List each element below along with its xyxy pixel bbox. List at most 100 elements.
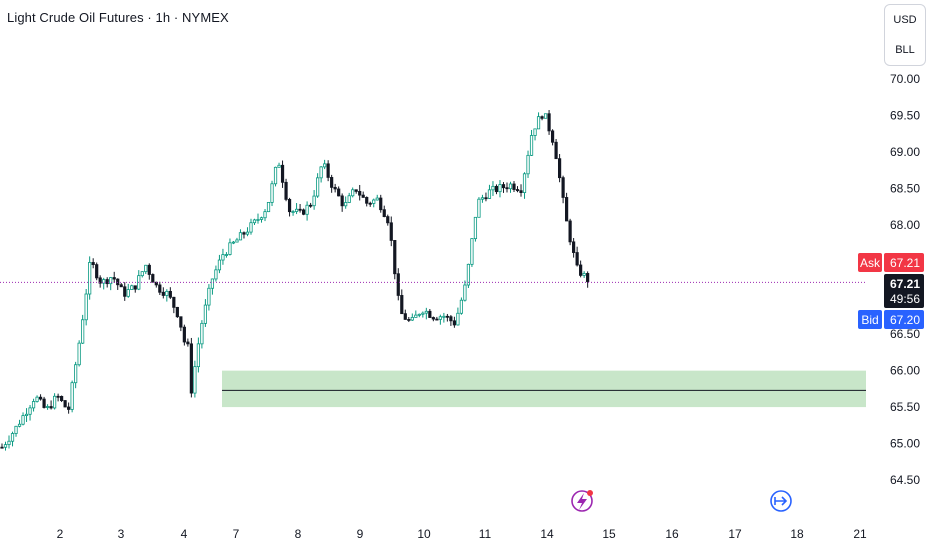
candle: [256, 213, 260, 224]
y-tick-label: 65.00: [890, 437, 920, 451]
candle: [123, 282, 127, 301]
candle: [88, 256, 92, 300]
candle: [102, 277, 106, 290]
candle: [459, 297, 464, 315]
candle: [231, 240, 236, 245]
lightning-icon[interactable]: [571, 490, 593, 512]
y-tick-label: 68.00: [890, 218, 920, 232]
last-price-value: 67.21: [890, 277, 920, 291]
x-tick-label: 4: [181, 527, 188, 541]
candle: [410, 313, 414, 322]
candle: [42, 396, 46, 409]
candle: [284, 178, 288, 202]
goto-realtime-icon[interactable]: [770, 490, 792, 512]
candles: [0, 110, 590, 451]
x-axis[interactable]: 2 3 4 7 8 9 10 11 14 15 16 17 18 21: [57, 527, 867, 541]
candle: [259, 216, 264, 223]
ask-tag: Ask 67.21: [858, 253, 924, 272]
candle: [105, 277, 109, 288]
x-tick-label: 18: [790, 527, 804, 541]
candle: [452, 316, 456, 328]
candle: [389, 216, 393, 247]
candle: [340, 193, 344, 212]
candle: [81, 314, 85, 345]
support-zone-layer: [222, 370, 866, 408]
candle: [242, 231, 246, 239]
candle: [21, 412, 25, 426]
candle: [491, 181, 495, 196]
candle: [298, 203, 302, 213]
candle: [196, 337, 200, 373]
candle: [333, 183, 337, 193]
candle: [431, 316, 435, 322]
x-tick-label: 15: [602, 527, 616, 541]
candle: [316, 173, 320, 198]
candle: [522, 172, 527, 199]
x-tick-label: 10: [417, 527, 431, 541]
candle: [189, 337, 193, 398]
candle: [119, 283, 123, 288]
candle: [536, 112, 541, 130]
candle: [280, 160, 285, 188]
candle: [186, 338, 190, 347]
x-tick-label: 21: [853, 527, 867, 541]
candle: [484, 192, 488, 202]
candle: [214, 265, 218, 282]
candle: [294, 203, 299, 215]
candle: [372, 198, 376, 208]
bid-value: 67.20: [890, 313, 920, 327]
candle: [158, 281, 162, 295]
candle: [210, 278, 215, 295]
y-tick-label: 66.50: [890, 327, 920, 341]
candle: [463, 280, 467, 302]
candle: [396, 268, 400, 301]
x-tick-label: 7: [233, 527, 240, 541]
y-tick-label: 65.50: [890, 400, 920, 414]
candle: [487, 184, 492, 200]
candle: [561, 175, 565, 204]
candle: [526, 150, 530, 178]
x-tick-label: 8: [295, 527, 302, 541]
candle: [512, 181, 516, 193]
candle: [249, 218, 253, 235]
y-tick-label: 66.00: [890, 364, 920, 378]
candle: [109, 276, 113, 291]
candle: [501, 182, 506, 193]
candle: [375, 194, 379, 201]
candle: [207, 284, 211, 311]
currency-unit-selector[interactable]: USD BLL: [884, 4, 926, 66]
candle: [277, 162, 281, 168]
x-tick-label: 14: [540, 527, 554, 541]
y-tick-label: 70.00: [890, 72, 920, 86]
candle: [498, 180, 502, 198]
candle: [63, 399, 67, 408]
candle: [228, 238, 232, 256]
y-tick-label: 68.50: [890, 181, 920, 195]
candle: [245, 227, 250, 237]
candle: [382, 205, 386, 218]
candle: [519, 184, 523, 197]
candle: [168, 287, 172, 300]
candle: [98, 275, 102, 288]
candle: [494, 184, 499, 195]
candle: [449, 315, 453, 326]
candle: [130, 284, 134, 290]
candle: [470, 238, 474, 267]
candle: [354, 189, 358, 194]
candle: [266, 201, 271, 213]
candle: [400, 289, 404, 315]
currency-label[interactable]: USD: [893, 14, 917, 26]
candle: [31, 398, 36, 412]
candle: [165, 289, 169, 302]
candle: [445, 313, 449, 322]
candle: [393, 240, 397, 280]
candle: [365, 196, 369, 207]
unit-label[interactable]: BLL: [895, 44, 915, 56]
candle: [137, 270, 141, 291]
candle: [175, 306, 179, 318]
candle: [144, 264, 148, 274]
candle: [217, 254, 222, 274]
x-tick-label: 9: [357, 527, 364, 541]
